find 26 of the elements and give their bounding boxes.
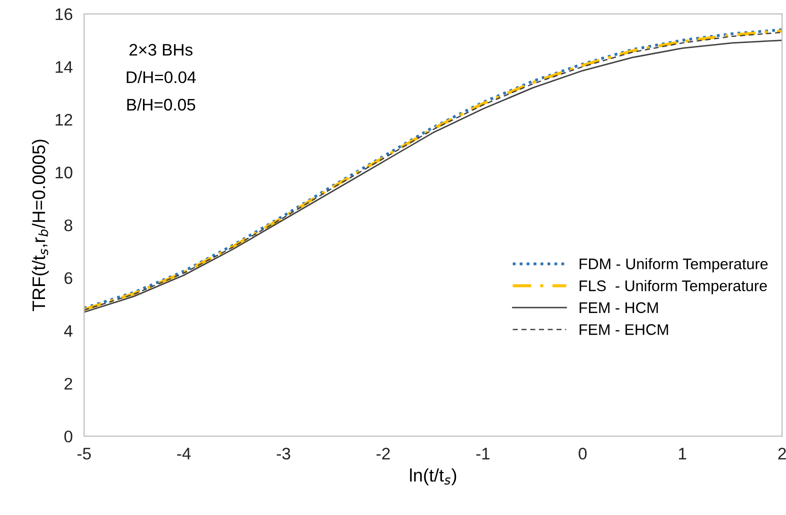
y-tick-label: 8 [64, 219, 72, 232]
x-tick-label: 0 [578, 448, 587, 460]
y-tick-label: 4 [64, 325, 73, 337]
x-tick-label: 1 [678, 448, 686, 460]
x-tick-label: -4 [177, 448, 191, 460]
x-tick-label: -2 [376, 448, 390, 460]
y-tick-label: 16 [56, 8, 72, 20]
annotation: 2×3 BHs [130, 44, 192, 56]
x-tick-label: -1 [476, 448, 490, 460]
y-tick-label: 2 [64, 378, 72, 390]
x-axis-title: ln(t/t$_{s}$) [410, 468, 456, 486]
legend-label: FEM - EHCM [580, 324, 668, 335]
annotation: D/H=0.04 [126, 70, 196, 84]
y-tick-label: 14 [56, 61, 73, 73]
legend-label: FEM - HCM [580, 302, 658, 314]
legend-label: FDM - Uniform Temperature [580, 258, 768, 272]
annotation: B/H=0.05 [127, 98, 196, 111]
legend-label: FLS - Uniform Temperature [580, 280, 767, 294]
x-tick-label: -3 [276, 448, 290, 460]
y-tick-label: 10 [56, 166, 72, 178]
y-tick-label: 0 [64, 430, 72, 442]
y-tick-label: 12 [56, 114, 72, 126]
x-tick-label: -5 [77, 448, 91, 460]
y-tick-label: 6 [64, 272, 72, 284]
x-tick-label: 2 [778, 448, 786, 460]
y-axis-title: TRF(t/t$_{s}$,r$_{b}$/H=0.0005) [32, 140, 49, 312]
